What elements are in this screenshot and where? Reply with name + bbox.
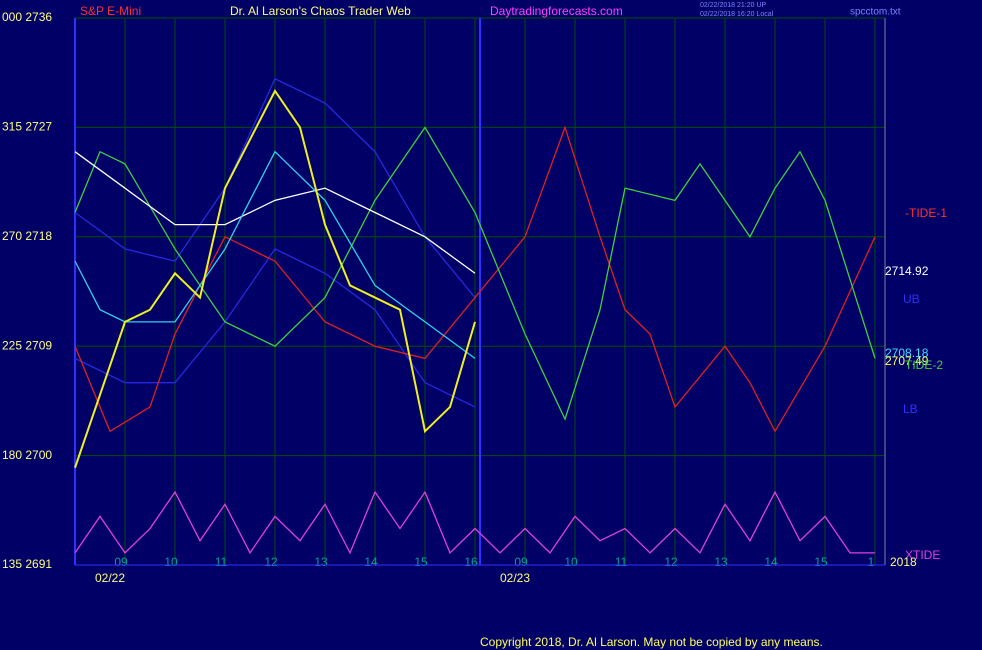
x-tick-label: 13 bbox=[314, 555, 328, 569]
copyright: Copyright 2018, Dr. Al Larson. May not b… bbox=[480, 635, 823, 649]
chart-title: Dr. Al Larson's Chaos Trader Web bbox=[230, 4, 411, 18]
x-tick-label: 1 bbox=[868, 555, 875, 569]
file-name: spcctom.txt bbox=[850, 7, 901, 18]
timestamp: 02/22/2018 16:20 Local bbox=[700, 11, 774, 18]
y-tick-label: 315 2727 bbox=[2, 120, 52, 134]
right-label: TIDE-2 bbox=[905, 358, 943, 372]
y-tick-label: 270 2718 bbox=[2, 229, 52, 243]
x-tick-label: 14 bbox=[364, 555, 378, 569]
timestamp: 02/22/2018 21:20 UP bbox=[700, 2, 766, 9]
y-tick-label: 225 2709 bbox=[2, 338, 52, 352]
right-label: 2707.49 bbox=[885, 354, 929, 368]
right-label: 2018 bbox=[890, 555, 917, 569]
x-tick-label: 13 bbox=[714, 555, 728, 569]
x-tick-label: 09 bbox=[514, 555, 528, 569]
right-label: -TIDE-1 bbox=[905, 206, 947, 220]
website: Daytradingforecasts.com bbox=[490, 4, 623, 18]
right-label: UB bbox=[903, 292, 920, 306]
x-tick-label: 14 bbox=[764, 555, 778, 569]
series-line bbox=[74, 77, 476, 298]
y-tick-label: 135 2691 bbox=[2, 557, 52, 571]
y-tick-label: 180 2700 bbox=[2, 448, 52, 462]
x-tick-label: 09 bbox=[114, 555, 128, 569]
right-label: XTIDE bbox=[905, 548, 940, 562]
x-tick-label: 10 bbox=[564, 555, 578, 569]
series-line bbox=[74, 151, 476, 274]
x-tick-label: 10 bbox=[164, 555, 178, 569]
series-line bbox=[74, 248, 476, 408]
right-label: LB bbox=[903, 402, 918, 416]
right-label: 2714.92 bbox=[885, 264, 929, 278]
date-label: 02/23 bbox=[500, 571, 530, 585]
x-tick-label: 12 bbox=[664, 555, 678, 569]
x-tick-label: 11 bbox=[615, 555, 628, 569]
y-tick-label: 000 2736 bbox=[2, 10, 52, 24]
series-line bbox=[74, 490, 875, 555]
x-tick-label: 15 bbox=[814, 555, 828, 569]
x-tick-label: 16 bbox=[464, 555, 478, 569]
x-tick-label: 12 bbox=[264, 555, 278, 569]
right-label: 2708.18 bbox=[885, 346, 929, 360]
series-line bbox=[74, 150, 476, 359]
date-label: 02/22 bbox=[95, 571, 125, 585]
x-tick-label: 15 bbox=[414, 555, 428, 569]
x-tick-label: 11 bbox=[215, 555, 228, 569]
series-line bbox=[74, 125, 876, 433]
instrument: S&P E-Mini bbox=[80, 4, 141, 18]
series-line bbox=[74, 88, 476, 469]
